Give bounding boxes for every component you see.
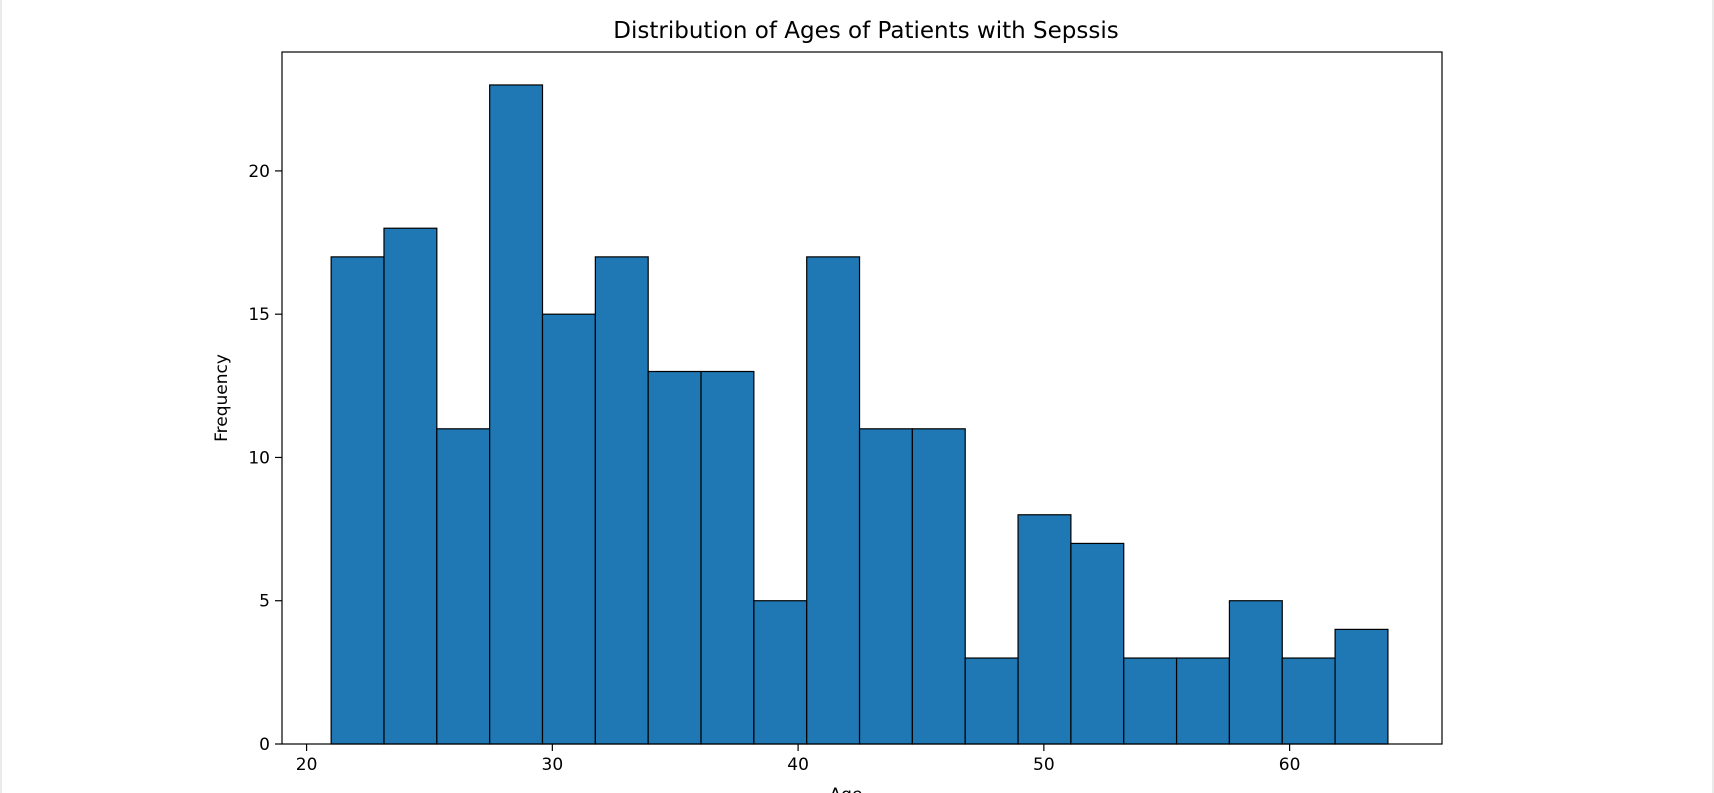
histogram-bar-10 xyxy=(858,428,913,745)
histogram-bar-16 xyxy=(1175,657,1231,745)
histogram-bar-15 xyxy=(1123,657,1178,745)
y-axis-ticks: 0 5 10 15 20 xyxy=(248,162,282,755)
histogram-bar-6 xyxy=(647,370,702,745)
y-tick-label: 5 xyxy=(259,592,270,612)
histogram-bar-0 xyxy=(330,256,385,745)
axes-frame xyxy=(281,51,1443,745)
y-tick-label: 0 xyxy=(259,735,270,755)
histogram-bar-13 xyxy=(1017,514,1072,745)
histogram-bar-5 xyxy=(594,256,649,745)
histogram-bar-9 xyxy=(806,256,861,745)
histogram-bar-7 xyxy=(700,370,755,745)
y-tick-label: 15 xyxy=(248,305,270,325)
x-tick-label: 20 xyxy=(296,755,318,775)
histogram-bar-11 xyxy=(911,428,966,745)
bars-group xyxy=(330,84,1389,745)
histogram-bar-3 xyxy=(489,84,544,745)
histogram-bar-4 xyxy=(541,313,596,745)
x-tick-label: 50 xyxy=(1033,755,1055,775)
x-axis-label: Age xyxy=(830,785,863,793)
histogram-bar-19 xyxy=(1334,628,1389,745)
y-axis-label: Frequency xyxy=(212,354,232,442)
histogram-bar-1 xyxy=(383,227,438,745)
histogram-bar-2 xyxy=(436,428,491,745)
x-axis-ticks: 20 30 40 50 60 xyxy=(296,744,1301,775)
y-tick-label: 10 xyxy=(248,448,270,468)
y-tick-label: 20 xyxy=(248,162,270,182)
histogram-bar-8 xyxy=(753,600,808,745)
x-tick-label: 40 xyxy=(787,755,809,775)
histogram-bar-17 xyxy=(1228,600,1283,745)
histogram-bar-14 xyxy=(1070,542,1125,745)
x-tick-label: 60 xyxy=(1279,755,1301,775)
histogram-bar-12 xyxy=(964,657,1019,745)
histogram-bar-18 xyxy=(1281,657,1336,745)
x-tick-label: 30 xyxy=(542,755,564,775)
chart-title: Distribution of Ages of Patients with Se… xyxy=(613,18,1118,44)
